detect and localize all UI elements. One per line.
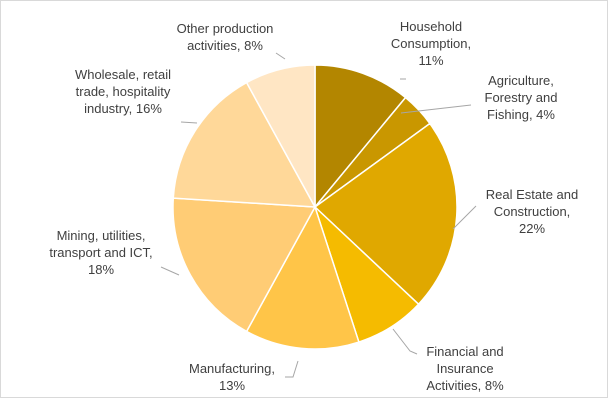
slice-label-6: Mining, utilities, transport and ICT, 18% <box>49 228 152 277</box>
slice-label-line: Household <box>400 19 462 34</box>
slice-label-7: Wholesale, retail trade, hospitality indus… <box>75 67 171 116</box>
slice-label-3: Real Estate and Construction, 22% <box>486 187 579 236</box>
slice-label-line: 18% <box>88 262 114 277</box>
slice-label-line: Agriculture, <box>488 73 554 88</box>
leader-line-5 <box>285 360 299 378</box>
slice-label-line: Fishing, 4% <box>487 107 555 122</box>
slice-label-line: industry, 16% <box>84 101 162 116</box>
leader-line-6 <box>160 266 180 276</box>
leader-line-7 <box>180 121 198 124</box>
slice-label-5: Manufacturing, 13% <box>189 361 275 393</box>
slice-label-1: Household Consumption, 11% <box>391 19 471 68</box>
leader-line-8 <box>275 52 286 60</box>
slice-label-line: Financial and <box>426 344 503 359</box>
pie-slice-7 <box>172 81 317 208</box>
slice-label-line: Manufacturing, <box>189 361 275 376</box>
slice-label-4: Financial and Insurance Activities, 8% <box>426 344 504 393</box>
leader-line-2 <box>400 104 472 114</box>
leader-line-4 <box>392 328 418 355</box>
slice-label-line: Insurance <box>436 361 493 376</box>
slice-label-line: Real Estate and <box>486 187 579 202</box>
slice-label-line: 22% <box>519 221 545 236</box>
slice-label-line: Mining, utilities, <box>57 228 146 243</box>
slice-label-line: 13% <box>219 378 245 393</box>
slice-label-line: Consumption, <box>391 36 471 51</box>
slice-label-line: Construction, <box>494 204 571 219</box>
slice-label-line: activities, 8% <box>187 38 263 53</box>
leader-lines-layer <box>160 52 477 378</box>
slices-layer <box>172 64 458 350</box>
slice-label-line: Other production <box>177 21 274 36</box>
pie-slice-3 <box>313 122 458 306</box>
slice-label-line: 11% <box>418 53 443 68</box>
pie-slice-5 <box>245 205 360 350</box>
slice-label-line: Forestry and <box>485 90 558 105</box>
labels-layer: Household Consumption, 11% Agriculture, Fore… <box>49 19 578 393</box>
leader-line-3 <box>452 205 477 230</box>
pie-slice-1 <box>314 64 407 210</box>
slice-label-2: Agriculture, Forestry and Fishing, 4% <box>485 73 558 122</box>
slice-label-8: Other production activities, 8% <box>177 21 274 53</box>
pie-slice-6 <box>172 197 317 333</box>
slice-label-line: transport and ICT, <box>49 245 152 260</box>
pie-slice-8 <box>245 64 316 208</box>
slice-label-line: Activities, 8% <box>426 378 504 393</box>
slice-label-line: trade, hospitality <box>76 84 171 99</box>
slice-label-line: Wholesale, retail <box>75 67 171 82</box>
